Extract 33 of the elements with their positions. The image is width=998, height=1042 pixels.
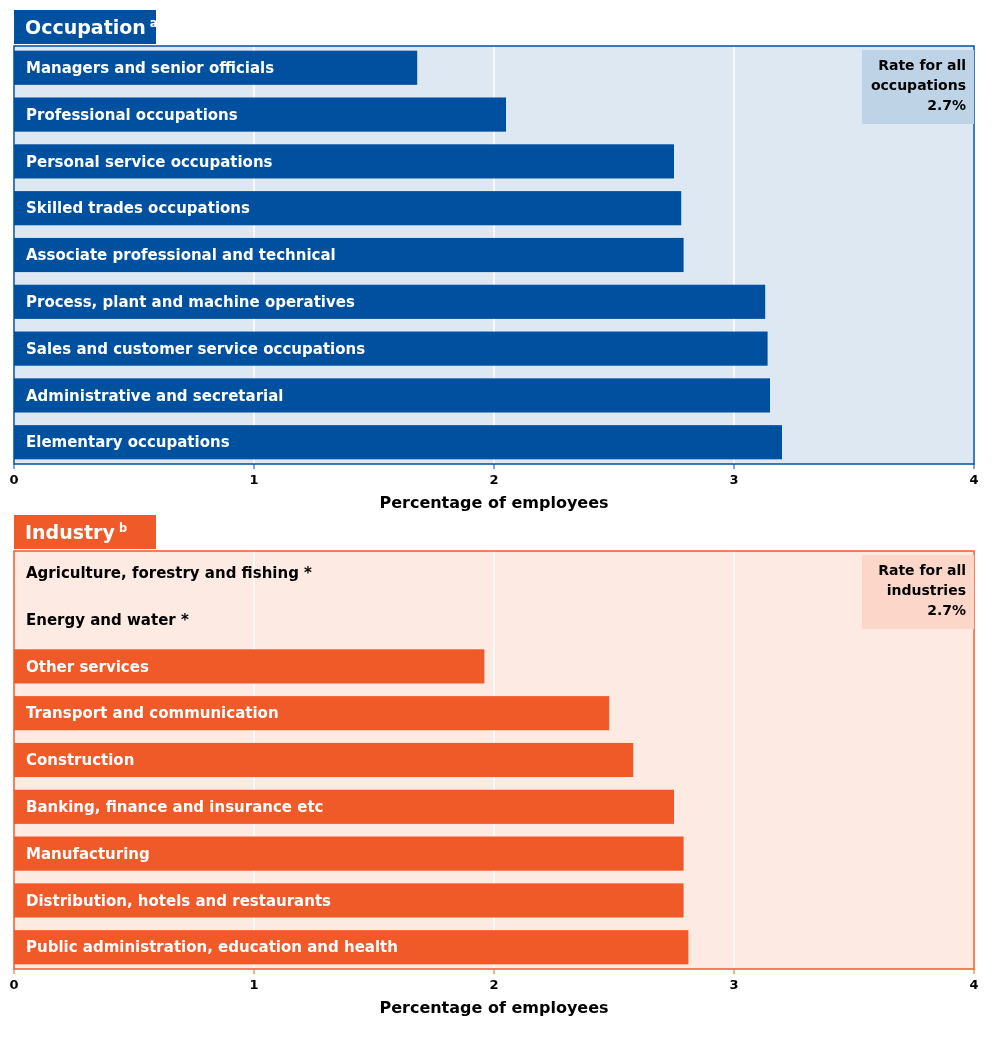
- y-tick-label: Process, plant and machine operatives: [26, 293, 355, 312]
- y-tick-label: Manufacturing: [26, 844, 150, 863]
- annotation: Rate for all occupations 2.7%: [870, 57, 966, 113]
- y-tick-label: Elementary occupations: [26, 433, 230, 452]
- x-axis-title: Percentage of employees: [379, 493, 609, 512]
- y-tick-label: Associate professional and technical: [26, 246, 336, 265]
- y-tick-label: Sales and customer service occupations: [26, 339, 366, 358]
- chart-title: Industry$^{b}$: [25, 520, 128, 543]
- y-tick-label: Transport and communication: [26, 704, 279, 723]
- x-tick-label: 4: [969, 977, 979, 992]
- y-tick-label: Agriculture, forestry and fishing *: [26, 564, 313, 583]
- y-tick-label: Managers and senior officials: [26, 59, 275, 78]
- y-tick-label: Skilled trades occupations: [26, 199, 251, 218]
- y-tick-label: Other services: [26, 657, 149, 676]
- y-tick-label: Distribution, hotels and restaurants: [26, 891, 332, 910]
- annotation: Rate for all industries 2.7%: [878, 562, 966, 618]
- x-axis-title: Percentage of employees: [379, 998, 609, 1017]
- y-tick-label: Energy and water *: [26, 610, 189, 629]
- x-tick-label: 2: [489, 472, 499, 487]
- y-tick-label: Professional occupations: [26, 105, 238, 124]
- x-tick-label: 0: [9, 977, 19, 992]
- y-tick-label: Public administration, education and health: [26, 938, 398, 957]
- x-tick-label: 0: [9, 472, 19, 487]
- y-tick-label: Banking, finance and insurance etc: [26, 798, 324, 817]
- x-tick-label: 3: [729, 472, 739, 487]
- y-tick-label: Personal service occupations: [26, 152, 273, 171]
- x-tick-label: 1: [249, 977, 259, 992]
- x-tick-label: 4: [969, 472, 979, 487]
- x-tick-label: 3: [729, 977, 739, 992]
- y-tick-label: Construction: [26, 751, 135, 770]
- y-tick-label: Administrative and secretarial: [26, 386, 284, 405]
- x-tick-label: 1: [249, 472, 259, 487]
- x-tick-label: 2: [489, 977, 499, 992]
